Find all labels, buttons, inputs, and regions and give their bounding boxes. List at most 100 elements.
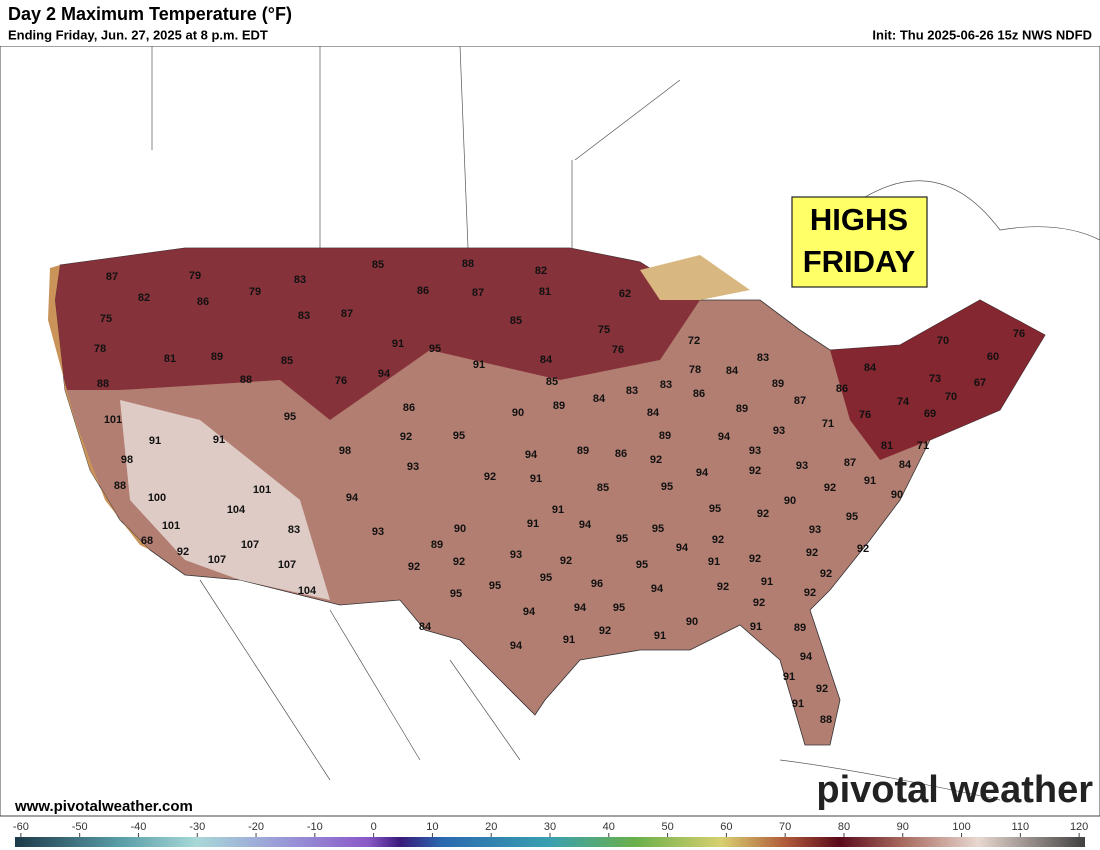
temperature-label: 88: [240, 374, 252, 386]
temperature-label: 101: [162, 520, 180, 532]
temperature-label: 86: [417, 285, 429, 297]
temperature-label: 104: [227, 504, 246, 516]
colorbar-tick-label: 30: [544, 821, 556, 833]
temperature-label: 92: [804, 587, 816, 599]
temperature-label: 92: [484, 471, 496, 483]
temperature-label: 94: [718, 431, 731, 443]
temperature-label: 101: [253, 484, 271, 496]
temperature-label: 83: [626, 385, 638, 397]
temperature-label: 94: [676, 542, 689, 554]
temperature-label: 83: [298, 310, 310, 322]
colorbar-tick-label: 40: [603, 821, 615, 833]
temperature-label: 94: [574, 602, 587, 614]
colorbar-tick-label: 80: [838, 821, 850, 833]
temperature-label: 95: [613, 602, 625, 614]
temperature-label: 85: [546, 376, 558, 388]
temperature-label: 94: [525, 449, 538, 461]
temperature-label: 75: [598, 324, 610, 336]
temperature-label: 91: [530, 473, 542, 485]
temperature-label: 73: [929, 373, 941, 385]
temperature-label: 81: [539, 286, 551, 298]
temperature-label: 85: [510, 315, 522, 327]
lake-superior-field: [640, 255, 750, 300]
temperature-label: 76: [612, 344, 624, 356]
temperature-label: 95: [429, 343, 441, 355]
temperature-label: 84: [647, 407, 660, 419]
temperature-label: 84: [593, 393, 606, 405]
colorbar-tick-label: -30: [189, 821, 205, 833]
temperature-label: 82: [535, 265, 547, 277]
temperature-label: 90: [512, 407, 524, 419]
temperature-label: 91: [552, 504, 564, 516]
colorbar-tick-label: 90: [897, 821, 909, 833]
temperature-label: 94: [378, 368, 391, 380]
temperature-label: 70: [937, 335, 949, 347]
temperature-label: 91: [392, 338, 404, 350]
temperature-label: 95: [636, 559, 648, 571]
temperature-label: 94: [523, 606, 536, 618]
temperature-label: 78: [94, 343, 106, 355]
temperature-label: 76: [859, 409, 871, 421]
temperature-label: 94: [579, 519, 592, 531]
temperature-label: 76: [1013, 328, 1025, 340]
temperature-label: 94: [346, 492, 359, 504]
temperature-label: 60: [987, 351, 999, 363]
temperature-label: 90: [891, 489, 903, 501]
temperature-label: 92: [400, 431, 412, 443]
temperature-label: 91: [864, 475, 876, 487]
temperature-label: 95: [846, 511, 858, 523]
temperature-label: 88: [114, 480, 126, 492]
temperature-label: 94: [651, 583, 664, 595]
temperature-label: 89: [659, 430, 671, 442]
temperature-label: 89: [794, 622, 806, 634]
temperature-label: 93: [749, 445, 761, 457]
colorbar-tick-label: -60: [13, 821, 29, 833]
temperature-label: 91: [750, 621, 762, 633]
temperature-label: 91: [654, 630, 666, 642]
callout-line: HIGHS: [810, 202, 908, 237]
temperature-label: 87: [472, 287, 484, 299]
temperature-label: 91: [761, 576, 773, 588]
temperature-label: 69: [924, 408, 936, 420]
temperature-label: 91: [563, 634, 575, 646]
callout-line: FRIDAY: [803, 244, 916, 279]
temperature-label: 92: [749, 465, 761, 477]
temperature-label: 81: [881, 440, 893, 452]
temperature-label: 86: [403, 402, 415, 414]
temperature-label: 92: [599, 625, 611, 637]
temperature-label: 83: [660, 379, 672, 391]
temperature-label: 94: [800, 651, 813, 663]
temperature-label: 88: [462, 258, 474, 270]
temperature-label: 90: [454, 523, 466, 535]
colorbar-tick-label: -50: [72, 821, 88, 833]
temperature-labels: 87 79 83 85 88 82 82 86 79 86 87 81 62 75 83 87 85 75 78 81…: [94, 258, 1025, 726]
temperature-label: 86: [197, 296, 209, 308]
temperature-label: 72: [688, 335, 700, 347]
colorbar-tick-label: 0: [371, 821, 377, 833]
temperature-label: 92: [816, 683, 828, 695]
warm-northeast-field: [830, 300, 1045, 460]
temperature-label: 91: [783, 671, 795, 683]
temperature-label: 104: [298, 585, 317, 597]
colorbar-tick-label: 120: [1070, 821, 1088, 833]
temperature-label: 88: [820, 714, 832, 726]
temperature-label: 93: [407, 461, 419, 473]
temperature-label: 93: [809, 524, 821, 536]
temperature-label: 95: [540, 572, 552, 584]
temperature-label: 107: [208, 554, 226, 566]
temperature-label: 87: [844, 457, 856, 469]
temperature-label: 76: [335, 375, 347, 387]
temperature-label: 89: [553, 400, 565, 412]
temperature-label: 92: [806, 547, 818, 559]
temperature-label: 93: [773, 425, 785, 437]
temperature-label: 93: [372, 526, 384, 538]
title: Day 2 Maximum Temperature (°F): [8, 4, 292, 24]
temperature-label: 95: [652, 523, 664, 535]
temperature-label: 87: [341, 308, 353, 320]
temperature-label: 84: [864, 362, 877, 374]
temperature-label: 92: [453, 556, 465, 568]
temperature-label: 96: [591, 578, 603, 590]
colorbar-tick-label: 110: [1012, 821, 1030, 833]
